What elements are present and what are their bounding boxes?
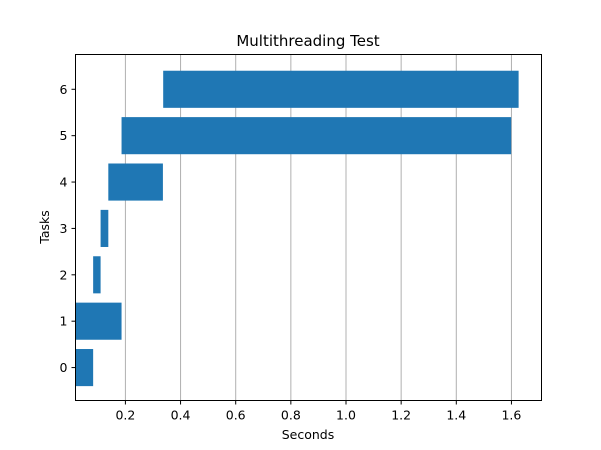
y-axis-label: Tasks [37,210,52,245]
y-axis-ticks: 0 1 2 3 4 5 6 [60,82,76,375]
x-tick-label: 0.6 [226,408,246,423]
grid-lines [124,54,512,401]
y-tick-label: 3 [60,221,68,236]
y-tick-label: 5 [60,128,68,143]
chart-title: Multithreading Test [236,32,379,50]
bar-task-1 [75,302,122,340]
bar-task-5 [121,117,512,155]
x-axis-ticks: 0.2 0.4 0.6 0.8 1.0 1.2 1.4 1.6 [115,400,521,423]
x-tick-label: 1.0 [336,408,356,423]
bar-task-4 [108,163,163,201]
bar-task-3 [100,209,109,247]
y-tick-label: 6 [60,82,68,97]
x-tick-label: 0.8 [281,408,301,423]
x-tick-label: 1.2 [391,408,411,423]
plot-frame [75,54,542,401]
x-axis-label: Seconds [282,427,335,442]
x-tick-label: 1.6 [501,408,521,423]
x-tick-label: 0.2 [115,408,135,423]
bar-task-0 [75,349,94,387]
bars [75,70,519,387]
y-tick-label: 1 [60,314,68,329]
y-tick-label: 2 [60,267,68,282]
x-tick-label: 0.4 [171,408,191,423]
y-tick-label: 0 [60,360,68,375]
y-tick-label: 4 [60,175,68,190]
bar-task-2 [93,256,101,294]
bar-task-6 [163,70,519,108]
x-tick-label: 1.4 [446,408,466,423]
